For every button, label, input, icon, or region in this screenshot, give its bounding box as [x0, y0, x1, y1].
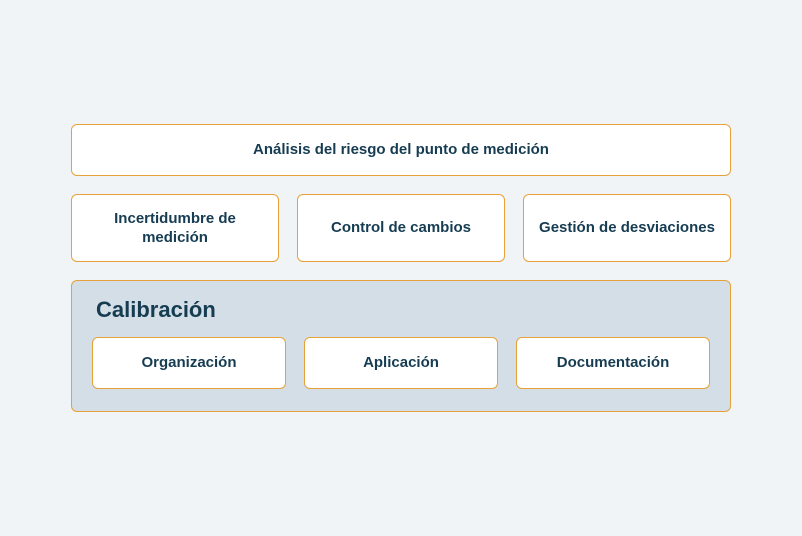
deviation-management-box: Gestión de desviaciones — [523, 194, 731, 262]
middle-row: Incertidumbre de medición Control de cam… — [71, 194, 731, 262]
uncertainty-box: Incertidumbre de medición — [71, 194, 279, 262]
organization-box: Organización — [92, 337, 286, 389]
top-row: Análisis del riesgo del punto de medició… — [71, 124, 731, 176]
application-box: Aplicación — [304, 337, 498, 389]
documentation-box: Documentación — [516, 337, 710, 389]
risk-analysis-box: Análisis del riesgo del punto de medició… — [71, 124, 731, 176]
calibration-diagram: Análisis del riesgo del punto de medició… — [71, 124, 731, 412]
calibration-group: Calibración Organización Aplicación Docu… — [71, 280, 731, 412]
change-control-box: Control de cambios — [297, 194, 505, 262]
calibration-group-title: Calibración — [92, 297, 710, 323]
calibration-items-row: Organización Aplicación Documentación — [92, 337, 710, 389]
